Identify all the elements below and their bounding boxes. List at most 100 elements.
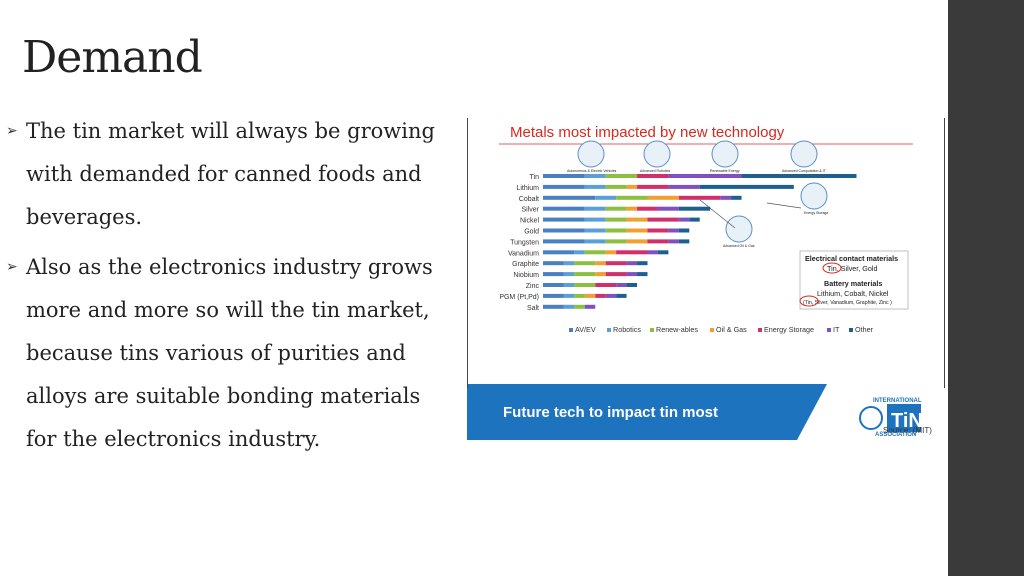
technology-icon bbox=[711, 140, 739, 168]
callout-text: Electrical contact materials bbox=[805, 254, 898, 263]
arrow-bullet-icon: ➢ bbox=[6, 123, 18, 139]
banner-text: Future tech to impact tin most bbox=[503, 404, 718, 421]
bar-segment bbox=[668, 184, 700, 189]
legend-swatch bbox=[607, 328, 611, 332]
logo-tin-text: TiN bbox=[891, 410, 923, 432]
category-label: Silver bbox=[521, 207, 539, 214]
bar-segment bbox=[543, 283, 564, 287]
bar-segment bbox=[699, 184, 794, 189]
source-note: Source: (MIT) bbox=[883, 426, 932, 435]
technology-icon-label: Energy Storage bbox=[804, 211, 828, 215]
bar-segment bbox=[626, 272, 638, 277]
legend-label: Robotics bbox=[613, 325, 641, 334]
bar-segment bbox=[574, 304, 585, 309]
bar-segment bbox=[626, 228, 648, 233]
arrow-bullet-icon: ➢ bbox=[6, 259, 18, 275]
technology-icon-label: Advanced Computation & IT bbox=[782, 169, 827, 173]
legend-swatch bbox=[758, 328, 762, 332]
bar-segment bbox=[720, 195, 732, 200]
bar-segment bbox=[574, 293, 585, 298]
technology-icon bbox=[800, 182, 828, 210]
bar-segment bbox=[563, 293, 575, 298]
slide-title: Demand bbox=[22, 32, 203, 83]
bar-segment bbox=[563, 261, 575, 266]
bar-segment bbox=[678, 195, 721, 200]
legend-label: Energy Storage bbox=[764, 325, 814, 334]
bar-segment bbox=[678, 228, 690, 233]
figure-right-border bbox=[944, 118, 945, 388]
bar-segment bbox=[647, 195, 679, 200]
bar-segment bbox=[543, 293, 564, 298]
legend-swatch bbox=[849, 328, 853, 332]
bar-segment bbox=[647, 217, 679, 222]
technology-icon-label: Renewable Energy bbox=[710, 169, 740, 173]
bar-segment bbox=[657, 206, 679, 211]
side-accent-bar bbox=[948, 0, 1024, 576]
bar-segment bbox=[543, 228, 585, 233]
legend-swatch bbox=[569, 328, 573, 332]
bar-segment bbox=[543, 217, 585, 222]
bar-segment bbox=[605, 261, 627, 266]
bullet-text: Also as the electronics industry grows m… bbox=[26, 255, 433, 451]
banner-shape bbox=[467, 384, 827, 440]
bar-segment bbox=[543, 250, 575, 255]
bar-segment bbox=[626, 206, 638, 211]
bar-segment bbox=[584, 184, 606, 189]
bar-segment bbox=[595, 272, 606, 277]
callout-text: Battery materials bbox=[824, 279, 882, 288]
legend-label: AV/EV bbox=[575, 325, 596, 334]
bar-segment bbox=[637, 272, 648, 277]
category-label: Cobalt bbox=[519, 196, 539, 203]
bar-segment bbox=[605, 293, 617, 298]
tin-association-logo: INTERNATIONAL TiN ASSOCIATION bbox=[859, 398, 923, 438]
category-label: Nickel bbox=[520, 218, 540, 225]
bar-segment bbox=[626, 184, 638, 189]
bar-segment bbox=[605, 184, 627, 189]
technology-icon-label: Autonomous & Electric Vehicles bbox=[567, 169, 617, 173]
callout-text: Lithium, Cobalt, Nickel bbox=[817, 289, 889, 298]
bar-segment bbox=[616, 283, 627, 287]
bar-segment bbox=[668, 228, 679, 233]
bar-segment bbox=[668, 174, 742, 178]
category-label: Salt bbox=[527, 305, 539, 312]
bar-segment bbox=[543, 174, 585, 178]
bar-segment bbox=[595, 261, 606, 266]
chart-figure: Metals most impacted by new technology A… bbox=[467, 118, 945, 440]
tin-highlight-circle bbox=[822, 262, 842, 274]
technology-icon bbox=[577, 140, 605, 168]
bar-segment bbox=[668, 239, 679, 244]
bar-segment bbox=[616, 293, 627, 298]
bar-segment bbox=[595, 283, 617, 287]
logo-bottom-text: ASSOCIATION bbox=[875, 432, 916, 438]
bar-segment bbox=[616, 250, 648, 255]
bar-segment bbox=[584, 304, 596, 309]
category-label: Niobium bbox=[513, 272, 539, 279]
bar-segment bbox=[574, 272, 596, 277]
bar-segment bbox=[605, 217, 627, 222]
bar-segment bbox=[616, 195, 648, 200]
bullet-item: ➢ The tin market will always be growing … bbox=[6, 110, 456, 239]
legend-label: Other bbox=[855, 325, 874, 334]
bar-segment bbox=[637, 261, 648, 266]
bar-segment bbox=[626, 283, 638, 287]
bar-segment bbox=[647, 239, 669, 244]
bar-segment bbox=[574, 283, 596, 287]
bar-segment bbox=[605, 272, 627, 277]
bar-segment bbox=[584, 217, 606, 222]
callout-text: Tin, Silver, Gold bbox=[827, 264, 877, 273]
bar-segment bbox=[626, 239, 648, 244]
bar-segment bbox=[605, 228, 627, 233]
stacked-bar-chart: Metals most impacted by new technology A… bbox=[467, 124, 932, 440]
bar-segment bbox=[678, 239, 690, 244]
bar-segment bbox=[574, 261, 596, 266]
bar-segment bbox=[584, 174, 606, 178]
figure-left-border bbox=[467, 118, 468, 388]
legend-swatch bbox=[710, 328, 714, 332]
bar-segment bbox=[543, 272, 564, 277]
category-label: Graphite bbox=[512, 261, 539, 268]
bar-segment bbox=[637, 206, 658, 211]
connector-line bbox=[766, 202, 802, 209]
bar-segment bbox=[563, 283, 575, 287]
bar-segment bbox=[584, 293, 596, 298]
